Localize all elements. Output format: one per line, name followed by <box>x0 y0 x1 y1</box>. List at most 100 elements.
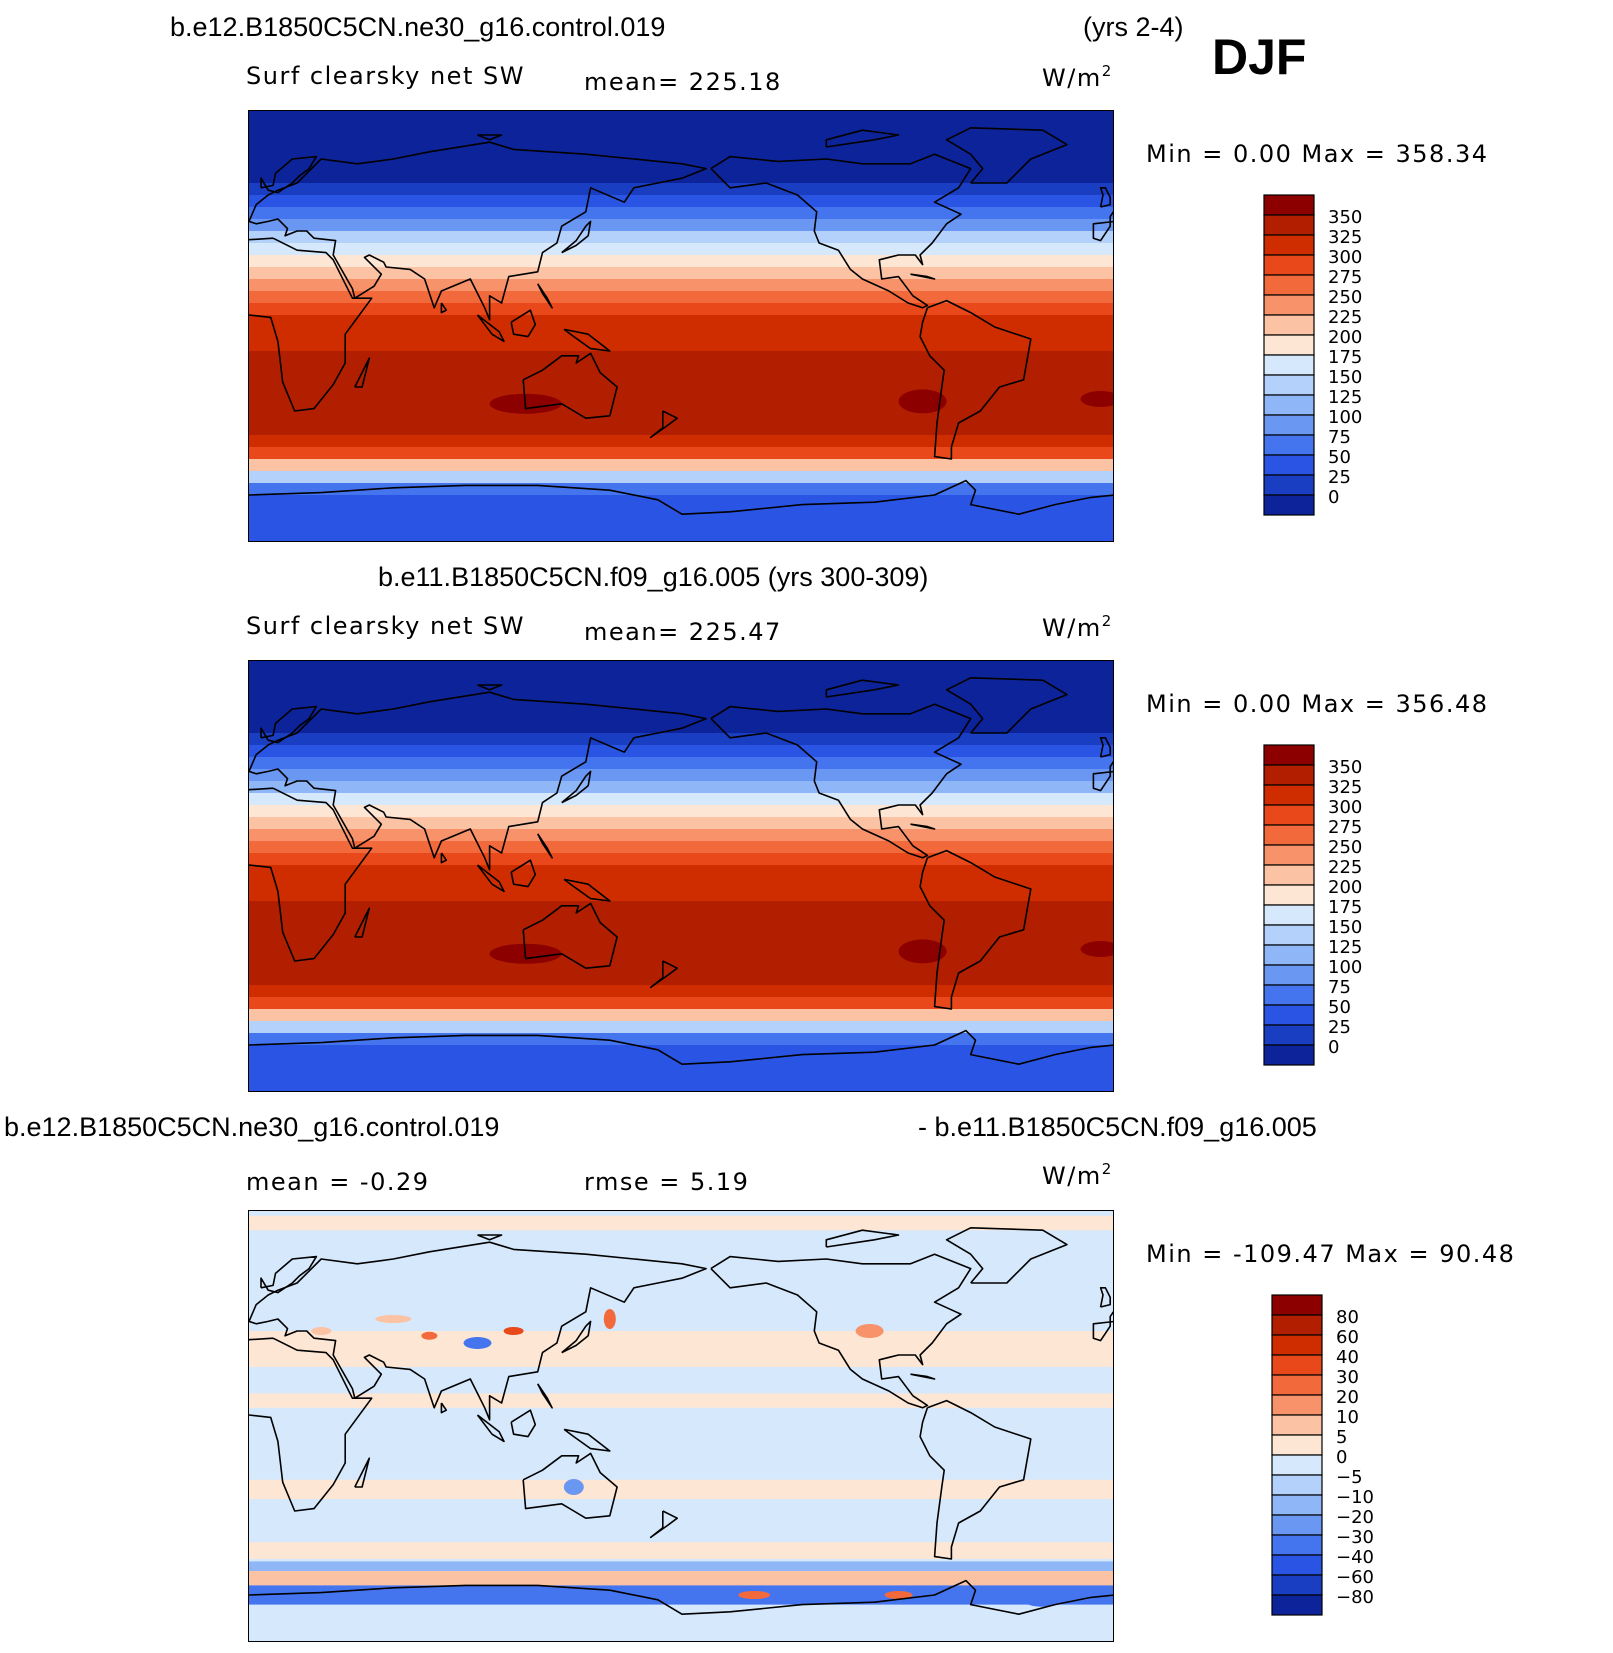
panel2-band <box>249 745 1113 758</box>
panel1-colorbar-swatch <box>1263 354 1315 376</box>
panel1-band <box>249 255 1113 268</box>
panel1-mean-label: mean= 225.18 <box>584 68 782 96</box>
panel2-colorbar-tick-label: 325 <box>1328 777 1362 798</box>
panel1-band <box>249 183 1113 196</box>
panel3-colorbar-tick-label: −20 <box>1336 1507 1374 1528</box>
panel2-colorbar-tick-label: 100 <box>1328 957 1362 978</box>
panel3-band <box>249 1393 1113 1408</box>
panel3-anomaly <box>563 1479 584 1495</box>
panel1-colorbar-tick-label: 125 <box>1328 387 1362 408</box>
panel1-colorbar-swatch <box>1263 334 1315 356</box>
panel3-coastline <box>945 1226 1068 1284</box>
panel3-coastline <box>476 1414 505 1443</box>
panel1-coastline <box>1099 187 1112 208</box>
panel2-colorbar-tick-label: 25 <box>1328 1017 1351 1038</box>
panel2-band <box>249 997 1113 1010</box>
panel1-map <box>248 110 1114 542</box>
panel2-colorbar-swatch <box>1263 744 1315 766</box>
panel1-coastline <box>563 328 611 352</box>
panel1-band <box>249 435 1113 448</box>
panel2-band <box>249 661 1113 710</box>
panel2-band <box>249 1045 1113 1091</box>
panel1-colorbar-tick-label: 250 <box>1328 287 1362 308</box>
panel3-coastline <box>563 1428 611 1452</box>
panel3-coastline <box>440 1402 448 1414</box>
panel3-band <box>249 1571 1113 1586</box>
panel3-colorbar-tick-label: −30 <box>1336 1527 1374 1548</box>
panel3-rmse-label: rmse = 5.19 <box>584 1168 750 1196</box>
panel3-colorbar-swatch <box>1271 1354 1323 1376</box>
panel2-coastline <box>825 679 900 698</box>
panel2-band <box>249 709 1113 734</box>
panel1-colorbar-tick-label: 25 <box>1328 467 1351 488</box>
panel1-colorbar-swatch <box>1263 414 1315 436</box>
panel3-case-title-left: b.e12.B1850C5CN.ne30_g16.control.019 <box>4 1112 500 1142</box>
panel1-band <box>249 207 1113 220</box>
panel2-colorbar-tick-label: 75 <box>1328 977 1351 998</box>
panel3-coastline <box>1099 1287 1112 1308</box>
panel2-band <box>249 829 1113 842</box>
panel3-colorbar: 80 60 40 30 20 10 5 0 −5 −10 −20 −30 −40 −60 −80 <box>1271 1294 1422 1635</box>
panel3-coastline <box>649 1510 679 1539</box>
panel3-coastline <box>919 1399 1032 1560</box>
panel1-coastline <box>945 126 1068 184</box>
panel3-coastline <box>354 1457 371 1488</box>
panel2-coastline <box>563 878 611 902</box>
panel3-colorbar-tick-label: −80 <box>1336 1587 1374 1608</box>
panel2-colorbar-swatch <box>1263 804 1315 826</box>
panel1-band <box>249 387 1113 400</box>
panel1-band <box>249 315 1113 328</box>
panel3-anomaly <box>503 1327 524 1335</box>
panel1-coastline <box>919 299 1032 460</box>
panel1-minmax: Min = 0.00 Max = 358.34 <box>1146 140 1489 168</box>
panel1-band <box>249 303 1113 316</box>
panel1-colorbar-swatch <box>1263 294 1315 316</box>
panel2-band <box>249 877 1113 890</box>
panel3-colorbar-swatch <box>1271 1374 1323 1396</box>
panel2-coastline <box>536 833 553 859</box>
panel2-colorbar-tick-label: 175 <box>1328 897 1362 918</box>
panel1-colorbar-swatch <box>1263 214 1315 236</box>
panel2-colorbar-tick-label: 300 <box>1328 797 1362 818</box>
panel3-band <box>249 1479 1113 1499</box>
panel2-coastline <box>1092 760 1113 792</box>
panel1-coastline <box>561 220 592 254</box>
panel1-band <box>249 351 1113 364</box>
panel3-anomaly <box>855 1324 884 1338</box>
panel1-colorbar-tick-label: 100 <box>1328 407 1362 428</box>
panel1-colorbar-tick-label: 225 <box>1328 307 1362 328</box>
panel3-band <box>249 1215 1113 1231</box>
panel2-units: W/m2 <box>1042 612 1113 642</box>
panel3-coastline <box>825 1229 900 1248</box>
panel3-map <box>248 1210 1114 1642</box>
panel2-max-blob <box>898 939 947 964</box>
panel3-coastline <box>249 1337 373 1512</box>
panel2-band <box>249 733 1113 746</box>
panel2-band <box>249 1021 1113 1034</box>
panel1-coastline <box>1092 210 1113 242</box>
panel1-band <box>249 231 1113 244</box>
panel1-colorbar-tick-label: 325 <box>1328 227 1362 248</box>
panel2-band <box>249 805 1113 818</box>
panel2-coastline <box>710 703 972 859</box>
panel1-colorbar-swatch <box>1263 474 1315 496</box>
panel3-colorbar-swatch <box>1271 1334 1323 1356</box>
panel2-colorbar-swatch <box>1263 784 1315 806</box>
panel3-colorbar-swatch <box>1271 1574 1323 1596</box>
panel1-band <box>249 447 1113 460</box>
panel1-band <box>249 495 1113 541</box>
panel2-band <box>249 913 1113 926</box>
panel1-colorbar-tick-label: 350 <box>1328 207 1362 228</box>
panel2-colorbar: 350 325 300 275 250 225 200 175 150 125 100 75 50 25 0 <box>1263 744 1414 1085</box>
panel2-colorbar-swatch <box>1263 864 1315 886</box>
panel1-colorbar-swatch <box>1263 434 1315 456</box>
panel2-band <box>249 961 1113 974</box>
panel3-anomaly <box>1022 1592 1063 1607</box>
panel1-coastline <box>249 479 1113 516</box>
panel3-band <box>249 1542 1113 1559</box>
panel1-band <box>249 363 1113 376</box>
panel1-case-title: b.e12.B1850C5CN.ne30_g16.control.019 <box>170 12 666 42</box>
panel1-coastline <box>825 129 900 148</box>
panel2-colorbar-swatch <box>1263 964 1315 986</box>
panel3-coastline <box>249 1241 707 1421</box>
